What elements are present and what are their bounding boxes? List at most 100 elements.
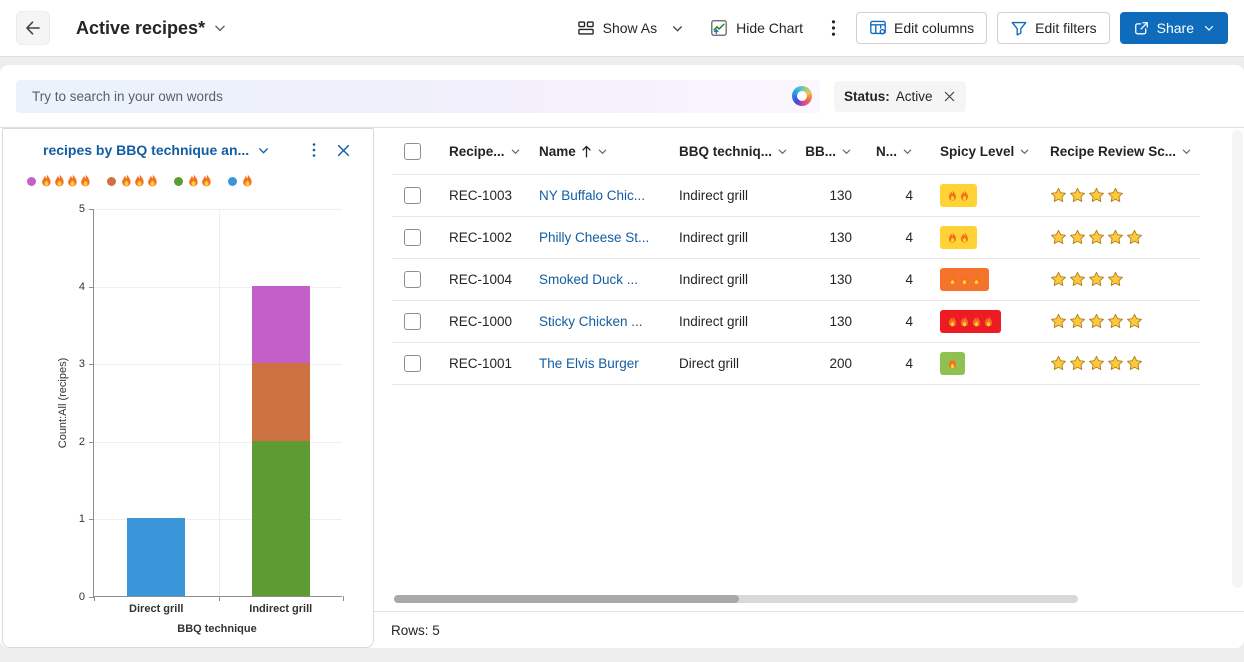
table-row[interactable]: REC-1002 Philly Cheese St... Indirect gril… xyxy=(392,217,1200,259)
horizontal-scrollbar[interactable] xyxy=(394,595,1078,603)
legend-item-spicy-3[interactable] xyxy=(107,173,159,189)
legend-item-spicy-1[interactable] xyxy=(228,173,254,189)
flame-icon xyxy=(960,231,968,243)
data-grid: Recipe... Name BBQ techniq... BB... N... Spic… xyxy=(374,128,1244,648)
edit-filters-button[interactable]: Edit filters xyxy=(997,12,1110,44)
chart-header: recipes by BBQ technique an... xyxy=(3,129,373,158)
row-checkbox[interactable] xyxy=(404,313,421,330)
copilot-icon[interactable] xyxy=(792,86,812,106)
view-selector-chevron-icon[interactable] xyxy=(213,21,227,35)
show-as-menu[interactable]: Show As xyxy=(569,13,692,43)
recipe-id-cell: REC-1003 xyxy=(449,188,513,203)
row-select-cell xyxy=(392,187,449,204)
flame-icon xyxy=(948,357,956,369)
legend-flames xyxy=(40,173,92,189)
select-all-checkbox[interactable] xyxy=(404,142,421,160)
recipe-name-link[interactable]: The Elvis Burger xyxy=(539,356,639,371)
row-select-cell xyxy=(392,271,449,288)
hide-chart-button[interactable]: Hide Chart xyxy=(702,13,811,43)
flame-icon xyxy=(972,273,980,285)
bbq-temp-cell: 200 xyxy=(829,356,852,371)
star-icon xyxy=(1127,229,1142,244)
recipe-name-link[interactable]: Smoked Duck ... xyxy=(539,272,639,287)
column-header-tech[interactable]: BBQ techniq... xyxy=(679,144,794,159)
edit-columns-icon xyxy=(869,19,887,37)
column-header-n[interactable]: N... xyxy=(864,144,919,159)
bbq-technique-cell: Indirect grill xyxy=(679,230,749,245)
remove-filter-icon[interactable] xyxy=(943,90,956,103)
bar-segment[interactable] xyxy=(251,363,310,441)
chart-title[interactable]: recipes by BBQ technique an... xyxy=(43,142,250,158)
chip-label: Status: xyxy=(844,88,890,104)
flame-icon xyxy=(948,231,956,243)
x-tick-label: Indirect grill xyxy=(249,603,313,615)
chevron-down-icon xyxy=(598,149,607,154)
column-header-id[interactable]: Recipe... xyxy=(449,144,539,159)
table-row[interactable]: REC-1003 NY Buffalo Chic... Indirect grill… xyxy=(392,175,1200,217)
chart-close-icon[interactable] xyxy=(336,143,351,158)
flame-icon xyxy=(960,273,968,285)
column-header-spicy[interactable]: Spicy Level xyxy=(919,144,1031,159)
bar-segment[interactable] xyxy=(251,440,310,596)
recipe-name-cell: Smoked Duck ... xyxy=(539,272,679,287)
review-score-cell xyxy=(1031,271,1200,288)
flame-icon xyxy=(948,189,956,201)
x-tick-label: Direct grill xyxy=(129,603,184,615)
recipe-name-link[interactable]: Sticky Chicken ... xyxy=(539,314,643,329)
chevron-down-icon xyxy=(842,149,851,154)
legend-color-dot xyxy=(228,176,237,186)
flame-icon xyxy=(42,173,51,187)
row-checkbox[interactable] xyxy=(404,229,421,246)
edit-filters-icon xyxy=(1010,19,1028,37)
flame-icon xyxy=(189,173,198,187)
review-score-cell xyxy=(1031,187,1200,204)
legend-item-spicy-4[interactable] xyxy=(27,173,92,189)
star-icon xyxy=(1089,229,1104,244)
bar-segment[interactable] xyxy=(127,518,186,596)
vertical-scrollbar[interactable] xyxy=(1232,130,1243,588)
recipe-name-link[interactable]: Philly Cheese St... xyxy=(539,230,650,245)
table-row[interactable]: REC-1001 The Elvis Burger Direct grill 200 4 xyxy=(392,343,1200,385)
chart-more-options-icon[interactable] xyxy=(312,142,316,158)
recipe-name-cell: The Elvis Burger xyxy=(539,356,679,371)
star-icon xyxy=(1108,229,1123,244)
column-header-score[interactable]: Recipe Review Sc... xyxy=(1031,144,1200,159)
back-button[interactable] xyxy=(16,11,50,45)
star-icon xyxy=(1127,355,1142,370)
horizontal-scrollbar-thumb[interactable] xyxy=(394,595,739,603)
row-checkbox[interactable] xyxy=(404,187,421,204)
legend-color-dot xyxy=(174,176,183,186)
star-icon xyxy=(1089,313,1104,328)
select-all-cell xyxy=(392,142,449,160)
flame-icon xyxy=(148,173,157,187)
legend-color-dot xyxy=(107,176,116,186)
column-header-temp[interactable]: BB... xyxy=(794,144,864,159)
column-header-name[interactable]: Name xyxy=(539,144,679,159)
number-cell: 4 xyxy=(905,188,913,203)
chart-selector-chevron-icon[interactable] xyxy=(257,144,270,157)
edit-columns-button[interactable]: Edit columns xyxy=(856,12,988,44)
star-icon xyxy=(1108,271,1123,286)
column-label: BBQ techniq... xyxy=(679,143,773,159)
share-chevron-icon xyxy=(1203,22,1215,34)
column-label: Recipe... xyxy=(449,143,505,159)
star-icon xyxy=(1070,313,1085,328)
bbq-technique-cell: Indirect grill xyxy=(679,188,749,203)
recipe-name-link[interactable]: NY Buffalo Chic... xyxy=(539,188,646,203)
table-row[interactable]: REC-1000 Sticky Chicken ... Indirect grill… xyxy=(392,301,1200,343)
bar-segment[interactable] xyxy=(251,285,310,364)
more-commands-button[interactable] xyxy=(821,13,846,43)
search-input[interactable]: Try to search in your own words xyxy=(16,79,820,113)
row-checkbox[interactable] xyxy=(404,271,421,288)
bbq-technique-cell: Indirect grill xyxy=(679,314,749,329)
bbq-technique-cell: Direct grill xyxy=(679,356,740,371)
row-checkbox[interactable] xyxy=(404,355,421,372)
star-rating xyxy=(1050,313,1143,330)
spicy-level-badge xyxy=(940,268,989,291)
review-score-cell xyxy=(1031,355,1200,372)
chart-plot-area: 0 1 2 3 4 5 Direct grill Indirect grill xyxy=(79,203,344,615)
legend-item-spicy-2[interactable] xyxy=(174,173,213,189)
share-button[interactable]: Share xyxy=(1119,12,1228,44)
table-row[interactable]: REC-1004 Smoked Duck ... Indirect grill 130… xyxy=(392,259,1200,301)
status-filter-chip[interactable]: Status: Active xyxy=(834,80,966,112)
